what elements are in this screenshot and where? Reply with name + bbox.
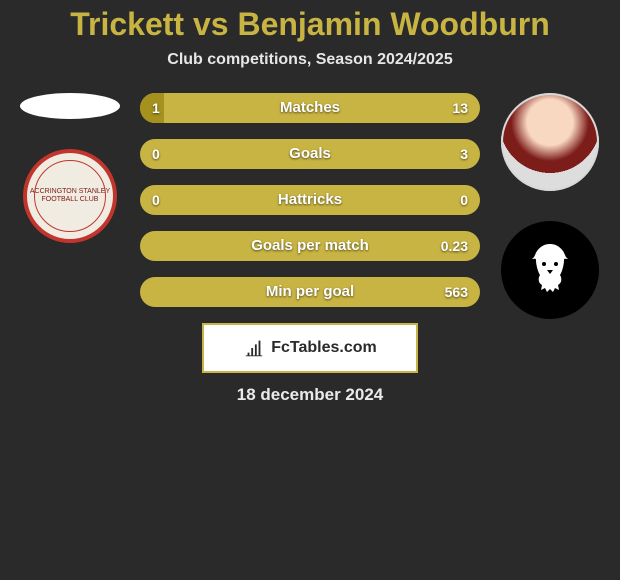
right-player-avatar: [501, 93, 599, 191]
subtitle: Club competitions, Season 2024/2025: [0, 51, 620, 69]
left-player-column: ACCRINGTON STANLEY FOOTBALL CLUB: [10, 93, 130, 243]
stat-row: Goals0 3: [140, 139, 480, 169]
stat-right-value: 0.23: [441, 231, 468, 261]
stat-row: Goals per match0.23: [140, 231, 480, 261]
stat-row: Min per goal563: [140, 277, 480, 307]
right-player-column: [490, 93, 610, 319]
brand-text: FcTables.com: [271, 339, 377, 357]
date-text: 18 december 2024: [0, 385, 620, 405]
bar-chart-icon: [243, 337, 265, 359]
stat-label: Goals: [140, 139, 480, 169]
stat-right-value: 563: [445, 277, 468, 307]
right-club-badge: [501, 221, 599, 319]
stat-row: Matches1 13: [140, 93, 480, 123]
brand-box[interactable]: FcTables.com: [202, 323, 418, 373]
stat-bars: Matches113Goals03Hattricks00Goals per ma…: [140, 93, 480, 323]
comparison-stage: ACCRINGTON STANLEY FOOTBALL CLUB Matches…: [0, 73, 620, 513]
stat-label: Matches: [140, 93, 480, 123]
stat-right-value: 3: [460, 139, 468, 169]
stat-right-value: 0: [460, 185, 468, 215]
left-club-badge: ACCRINGTON STANLEY FOOTBALL CLUB: [23, 149, 117, 243]
left-club-badge-text: ACCRINGTON STANLEY FOOTBALL CLUB: [27, 188, 113, 203]
stat-left-value: 1: [152, 93, 160, 123]
stat-row: Hattricks0 0: [140, 185, 480, 215]
lion-icon: [523, 240, 577, 300]
stat-label: Goals per match: [140, 231, 480, 261]
left-player-avatar-placeholder: [20, 93, 120, 119]
stat-right-value: 13: [452, 93, 468, 123]
stat-left-value: 0: [152, 185, 160, 215]
stat-label: Min per goal: [140, 277, 480, 307]
stat-label: Hattricks: [140, 185, 480, 215]
page-title: Trickett vs Benjamin Woodburn: [0, 6, 620, 43]
stat-left-value: 0: [152, 139, 160, 169]
